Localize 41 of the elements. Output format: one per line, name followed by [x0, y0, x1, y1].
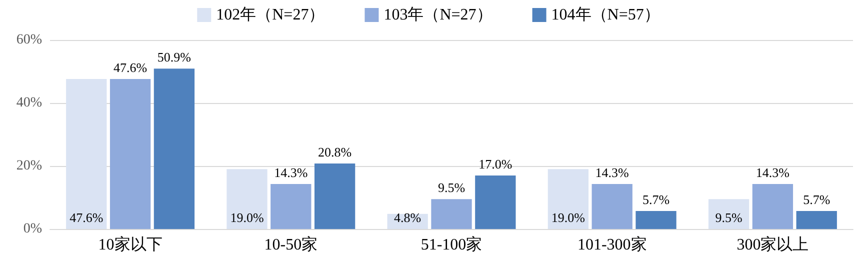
y-tick-label: 60% — [16, 32, 42, 48]
data-label: 20.8% — [318, 144, 352, 160]
data-label: 47.6% — [114, 60, 148, 76]
legend-label: 104年（N=57） — [551, 6, 660, 24]
bar — [796, 211, 837, 229]
bar — [270, 184, 312, 229]
bar — [752, 184, 794, 229]
data-label: 17.0% — [478, 156, 512, 172]
bar — [110, 79, 151, 229]
legend-label: 103年（N=27） — [384, 6, 492, 24]
data-label: 5.7% — [642, 192, 670, 208]
x-tick-label: 10-50家 — [264, 236, 318, 254]
bar — [314, 163, 356, 229]
data-label: 5.7% — [803, 192, 830, 208]
bar — [592, 184, 632, 229]
bar — [154, 68, 195, 229]
bar — [708, 199, 750, 229]
bar — [431, 199, 472, 229]
legend-label: 102年（N=27） — [216, 6, 325, 24]
data-label: 9.5% — [715, 210, 742, 225]
x-tick-label: 300家以上 — [736, 236, 809, 254]
x-tick-label: 101-300家 — [577, 236, 647, 254]
data-label: 47.6% — [70, 210, 104, 225]
data-label: 50.9% — [157, 50, 192, 65]
data-label: 14.3% — [595, 164, 630, 180]
bar — [226, 169, 268, 229]
bar — [475, 175, 516, 229]
data-label: 4.8% — [394, 210, 422, 225]
data-label: 14.3% — [756, 164, 790, 180]
x-tick-label: 10家以下 — [98, 236, 162, 254]
bar — [548, 169, 589, 229]
y-tick-label: 40% — [16, 96, 42, 110]
data-label: 14.3% — [274, 164, 308, 180]
data-label: 19.0% — [230, 210, 264, 225]
data-label: 19.0% — [551, 210, 586, 225]
y-tick-label: 0% — [23, 222, 42, 236]
bar — [66, 79, 107, 229]
bar — [636, 211, 676, 229]
data-label: 9.5% — [438, 180, 466, 196]
y-tick-label: 20% — [16, 158, 42, 174]
x-tick-label: 51-100家 — [420, 236, 482, 254]
